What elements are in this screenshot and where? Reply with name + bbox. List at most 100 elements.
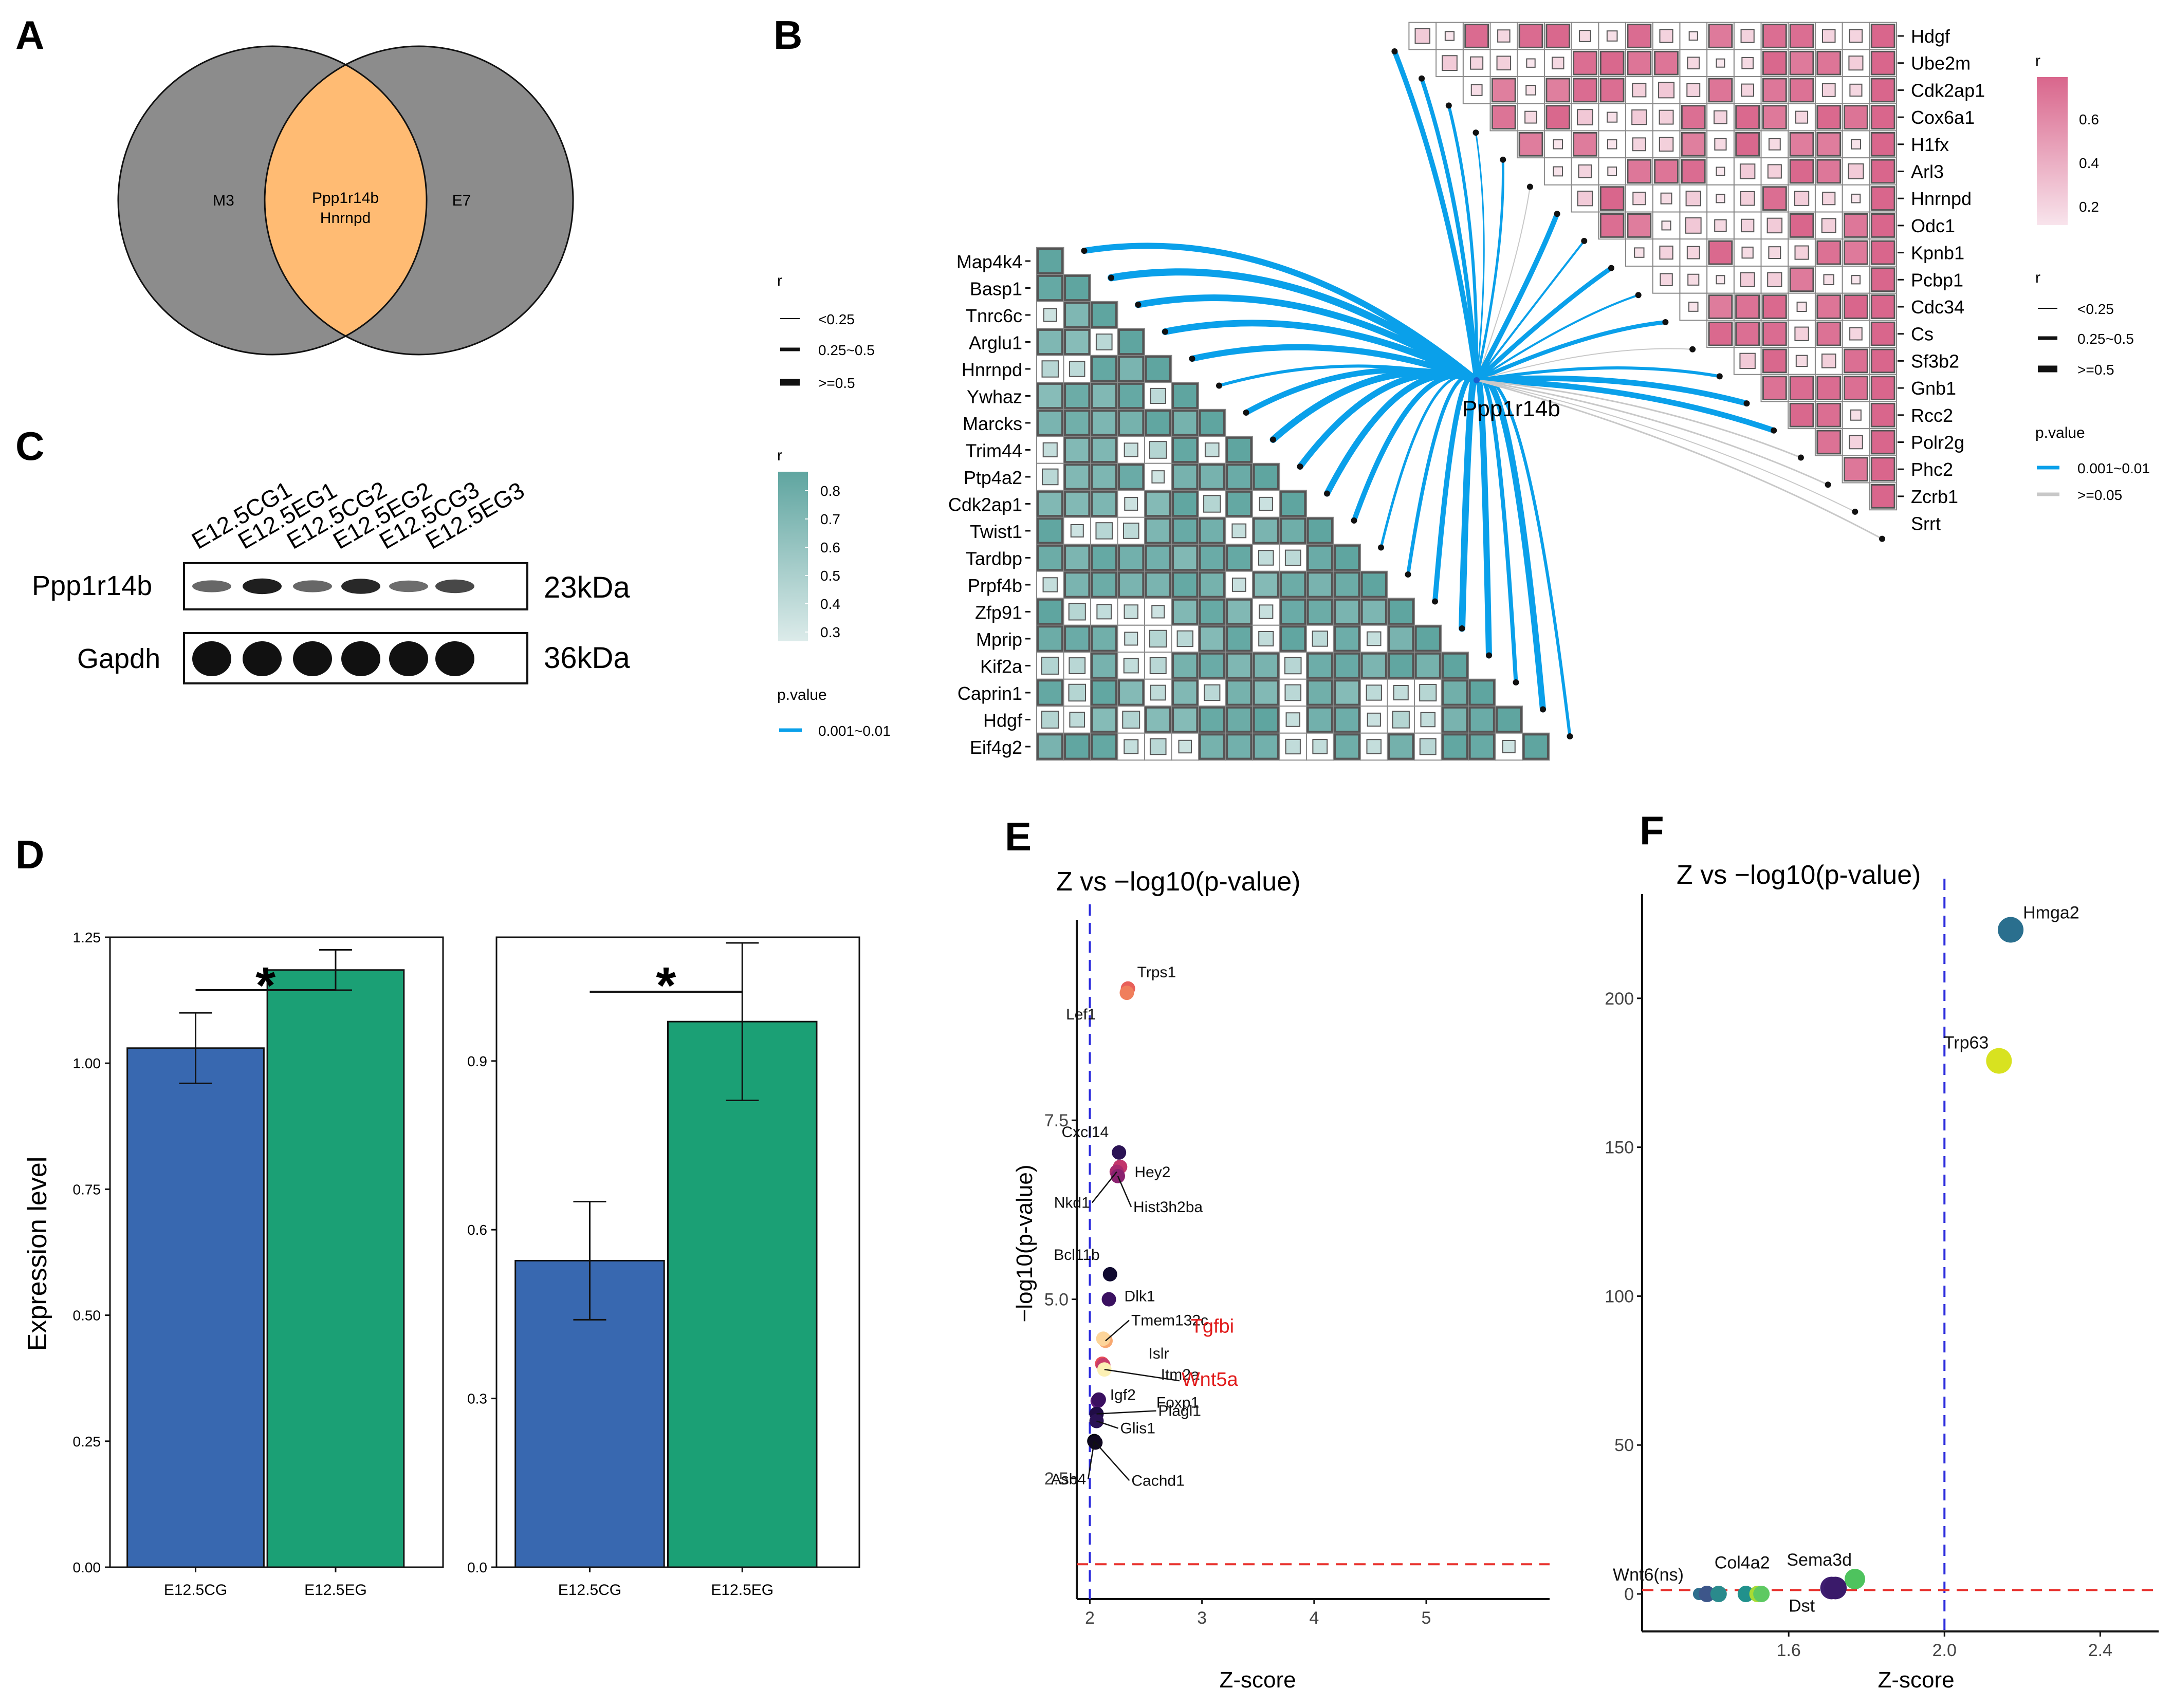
heatmap-cell (1714, 219, 1727, 232)
legend-left-p-item: 0.001~0.01 (818, 723, 891, 739)
heatmap-cell (1741, 83, 1754, 97)
heatmap-cell (1708, 24, 1733, 48)
heatmap-cell (1870, 348, 1895, 374)
blot-lane-labels: E12.5CG1E12.5EG1E12.5CG2E12.5EG2E12.5CG3… (187, 476, 529, 554)
network-edge (1432, 374, 1479, 604)
heatmap-cell (1122, 523, 1139, 539)
heatmap-cell (1850, 139, 1861, 150)
heatmap-cell (1360, 652, 1387, 679)
heatmap-cell-frame (1733, 22, 1762, 50)
heatmap-cell (1172, 652, 1199, 679)
heatmap-cell (1844, 457, 1868, 482)
heatmap-cell (1762, 186, 1787, 211)
heatmap-cell (1632, 137, 1646, 152)
network-node (1459, 625, 1465, 632)
heatmap-cell (1095, 522, 1113, 540)
heatmap-cell (1124, 604, 1138, 619)
heatmap-cell (1599, 50, 1625, 76)
heatmap-cell (1151, 470, 1165, 484)
scatter-e-ylabel: −log10(p-value) (1012, 1165, 1037, 1323)
heatmap-cell (1870, 213, 1895, 238)
heatmap-cell (1767, 272, 1782, 287)
heatmap-cell (1118, 571, 1145, 598)
ytick-label: 200 (1605, 989, 1634, 1009)
left-gene-label: Kif2a (980, 656, 1023, 677)
heatmap-cell (1064, 490, 1091, 517)
heatmap-cell (1844, 294, 1868, 319)
heatmap-cell (1816, 294, 1842, 319)
heatmap-cell-frame (1679, 265, 1708, 294)
network-node (1108, 274, 1114, 281)
heatmap-cell (1172, 436, 1199, 463)
heatmap-cell (1124, 632, 1138, 646)
network-edge (1474, 266, 1614, 383)
heatmap-cell-frame (1090, 598, 1118, 626)
network-node (1351, 517, 1357, 524)
heatmap-cell (1849, 327, 1863, 341)
heatmap-cell-frame (1598, 103, 1627, 132)
blot-band (192, 580, 231, 592)
heatmap-cell-frame (1252, 490, 1280, 518)
heatmap-cell-frame (1063, 516, 1091, 545)
point-label: Wnt5a (1182, 1369, 1239, 1390)
heatmap-cell (1043, 308, 1057, 322)
heatmap-cell (1064, 382, 1091, 410)
heatmap-cell (1360, 571, 1387, 598)
right-gene-label: Odc1 (1911, 215, 1955, 236)
xtick-label: 5 (1422, 1608, 1431, 1628)
heatmap-cell-frame (1063, 355, 1091, 383)
heatmap-cell (1091, 625, 1117, 652)
heatmap-cell (1627, 50, 1652, 76)
venn-intersection-label-2: Hnrnpd (320, 210, 371, 227)
right-gene-label: Srrt (1911, 513, 1941, 534)
heatmap-cell (1334, 679, 1360, 706)
heatmap-cell (1660, 273, 1673, 286)
heatmap-cell (1118, 382, 1145, 410)
heatmap-cell (1552, 57, 1564, 69)
heatmap-cell-frame (1733, 347, 1762, 375)
heatmap-cell (1037, 410, 1063, 436)
scatter-point (1101, 1292, 1116, 1307)
right-gene-labels: Hdgf Ube2m Cdk2ap1 Cox6a1 H1fx Arl3 Hnrnpd Odc1… (1898, 26, 1985, 534)
heatmap-cell (1172, 679, 1199, 706)
heatmap-cell (1041, 657, 1059, 675)
heatmap-cell (1545, 24, 1571, 48)
heatmap-cell (1606, 30, 1618, 42)
heatmap-cell (1762, 376, 1787, 400)
point-label: Dst (1789, 1596, 1815, 1616)
heatmap-cell (1822, 29, 1836, 43)
legend-right-p-title: p.value (2035, 424, 2085, 441)
network-node (1445, 102, 1452, 109)
heatmap-cell (1284, 657, 1302, 675)
heatmap-cell-frame (1788, 103, 1816, 132)
ytick-label: 7.5 (1044, 1111, 1069, 1130)
heatmap-cell (1306, 679, 1333, 706)
heatmap-cell (1627, 24, 1652, 48)
heatmap-cell (1686, 246, 1700, 259)
scatter-point (1845, 1569, 1865, 1590)
network-edge (1476, 348, 1694, 381)
center-gene-label: Ppp1r14b (1462, 396, 1560, 421)
heatmap-cell (1496, 706, 1522, 733)
colorbar-tick: 0.4 (2079, 155, 2099, 171)
heatmap-cell (1762, 348, 1787, 374)
heatmap-cell-frame (1625, 103, 1653, 132)
ytick-label: 0 (1624, 1585, 1634, 1604)
scatter-point (1986, 1048, 2012, 1074)
heatmap-cell (1280, 490, 1306, 517)
heatmap-cell (1414, 28, 1430, 44)
network-node (1662, 319, 1669, 325)
heatmap-cell (1496, 55, 1512, 70)
heatmap-cell (1735, 321, 1760, 346)
heatmap-cell (1442, 55, 1458, 71)
heatmap-cell (1231, 523, 1247, 539)
heatmap-cell (1849, 29, 1863, 43)
heatmap-cell (1688, 302, 1699, 312)
heatmap-cell (1816, 50, 1842, 76)
venn-intersection-label-1: Ppp1r14b (312, 190, 379, 207)
heatmap-cell (1253, 706, 1279, 733)
network-edge (1476, 186, 1531, 381)
heatmap-cell (1607, 139, 1617, 150)
heatmap-right (1408, 22, 1898, 511)
heatmap-cell (1392, 711, 1410, 729)
